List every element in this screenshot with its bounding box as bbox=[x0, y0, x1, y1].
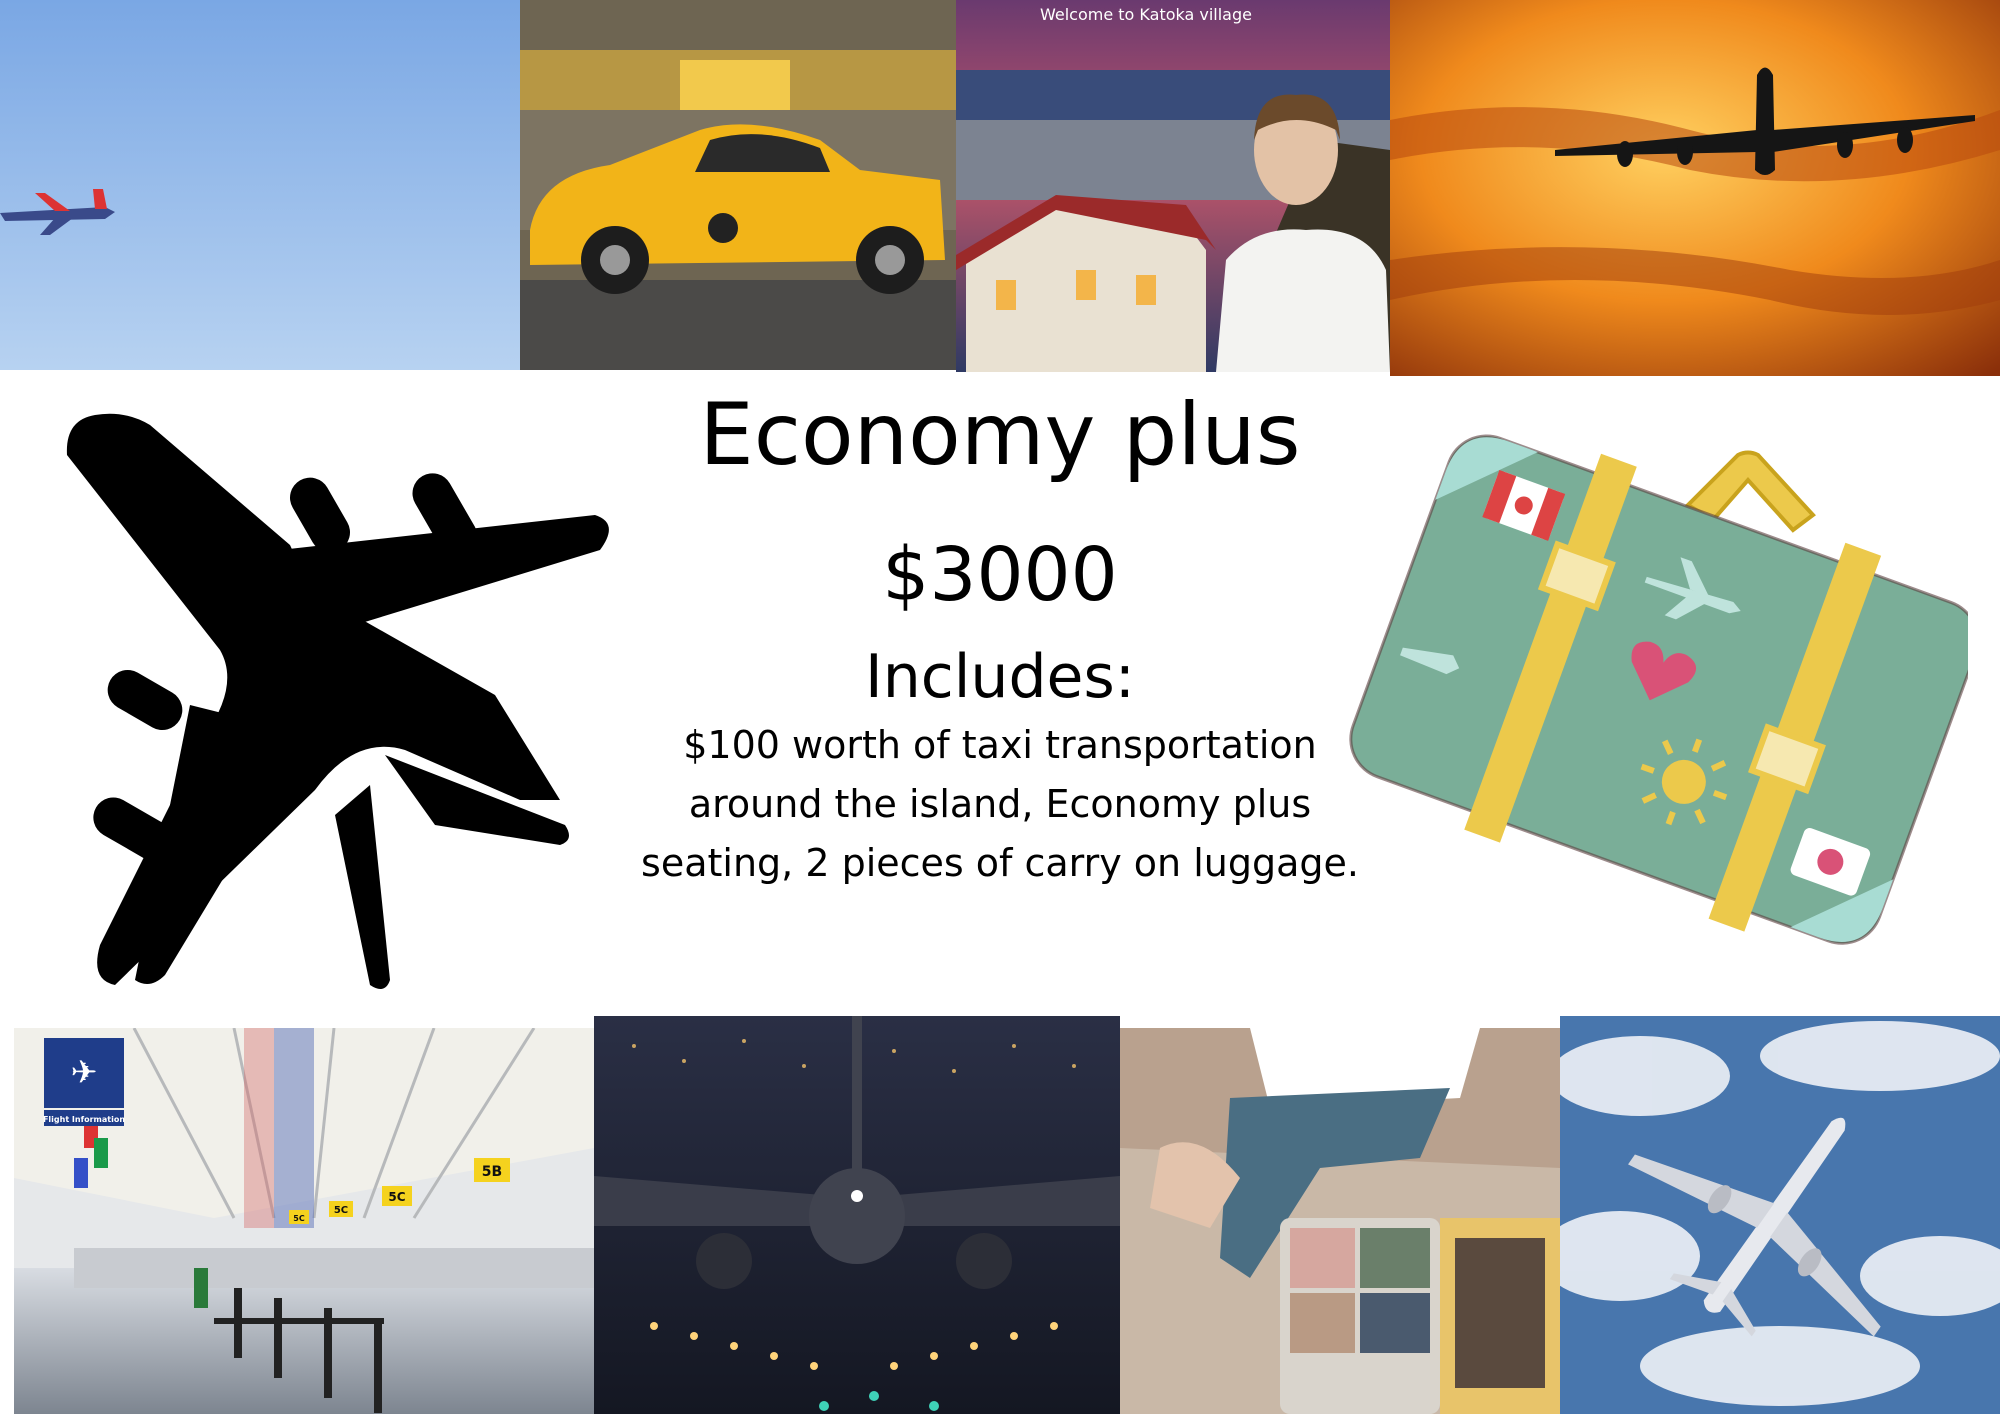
white-hotel bbox=[956, 195, 1216, 372]
includes-label: Includes: bbox=[865, 642, 1135, 712]
suitcase-strap-left bbox=[1464, 453, 1637, 843]
photo-plane-clouds bbox=[1560, 1016, 2000, 1414]
person-portrait bbox=[1216, 94, 1390, 372]
plane-overhead bbox=[1628, 1117, 1881, 1337]
plane-landing bbox=[594, 1016, 1120, 1289]
heart-sticker-icon bbox=[1631, 641, 1697, 701]
plane-silhouette-sunset bbox=[1555, 67, 1975, 175]
photo-katoka-village: Welcome to Katoka village bbox=[956, 0, 1390, 372]
open-suitcase bbox=[1280, 1218, 1560, 1414]
gate-5c-text-c: 5C bbox=[293, 1214, 305, 1223]
village-banner-text: Welcome to Katoka village bbox=[1040, 5, 1252, 24]
suitcase-illustration bbox=[1349, 434, 1968, 945]
package-title: Economy plus bbox=[699, 385, 1301, 485]
japan-sticker bbox=[1790, 828, 1871, 896]
gate-sign-5b: 5B bbox=[474, 1158, 510, 1182]
globe-sticker-icon bbox=[1400, 647, 1460, 675]
gate-sign-5c: 5C 5C 5C bbox=[289, 1186, 412, 1224]
flight-information-text: Flight Information bbox=[43, 1115, 125, 1124]
airplane-icon bbox=[66, 413, 609, 989]
photo-plane-sunset bbox=[1390, 0, 2000, 376]
sun-sticker-icon bbox=[1640, 738, 1728, 826]
gate-5b-text: 5B bbox=[482, 1164, 502, 1180]
flight-information-sign: ✈ Flight Information bbox=[43, 1038, 125, 1126]
photo-packing-suitcase bbox=[1120, 1028, 1560, 1414]
gate-5c-text-b: 5C bbox=[334, 1205, 348, 1216]
svg-text:✈: ✈ bbox=[71, 1053, 98, 1091]
canada-sticker bbox=[1482, 470, 1566, 541]
plane-sticker-icon bbox=[1644, 557, 1741, 620]
small-plane-icon bbox=[0, 189, 115, 235]
photo-plane-night-runway bbox=[594, 1016, 1120, 1414]
taxi-car bbox=[530, 124, 945, 294]
gate-5c-text-a: 5C bbox=[388, 1190, 405, 1204]
photo-plane-blue-sky bbox=[0, 0, 520, 370]
package-description: $100 worth of taxi transportation around… bbox=[641, 723, 1359, 885]
photo-yellow-taxi bbox=[520, 0, 956, 370]
photo-airport-terminal: ✈ Flight Information 5B 5C 5C 5C bbox=[14, 1028, 594, 1414]
package-price: $3000 bbox=[882, 532, 1118, 618]
